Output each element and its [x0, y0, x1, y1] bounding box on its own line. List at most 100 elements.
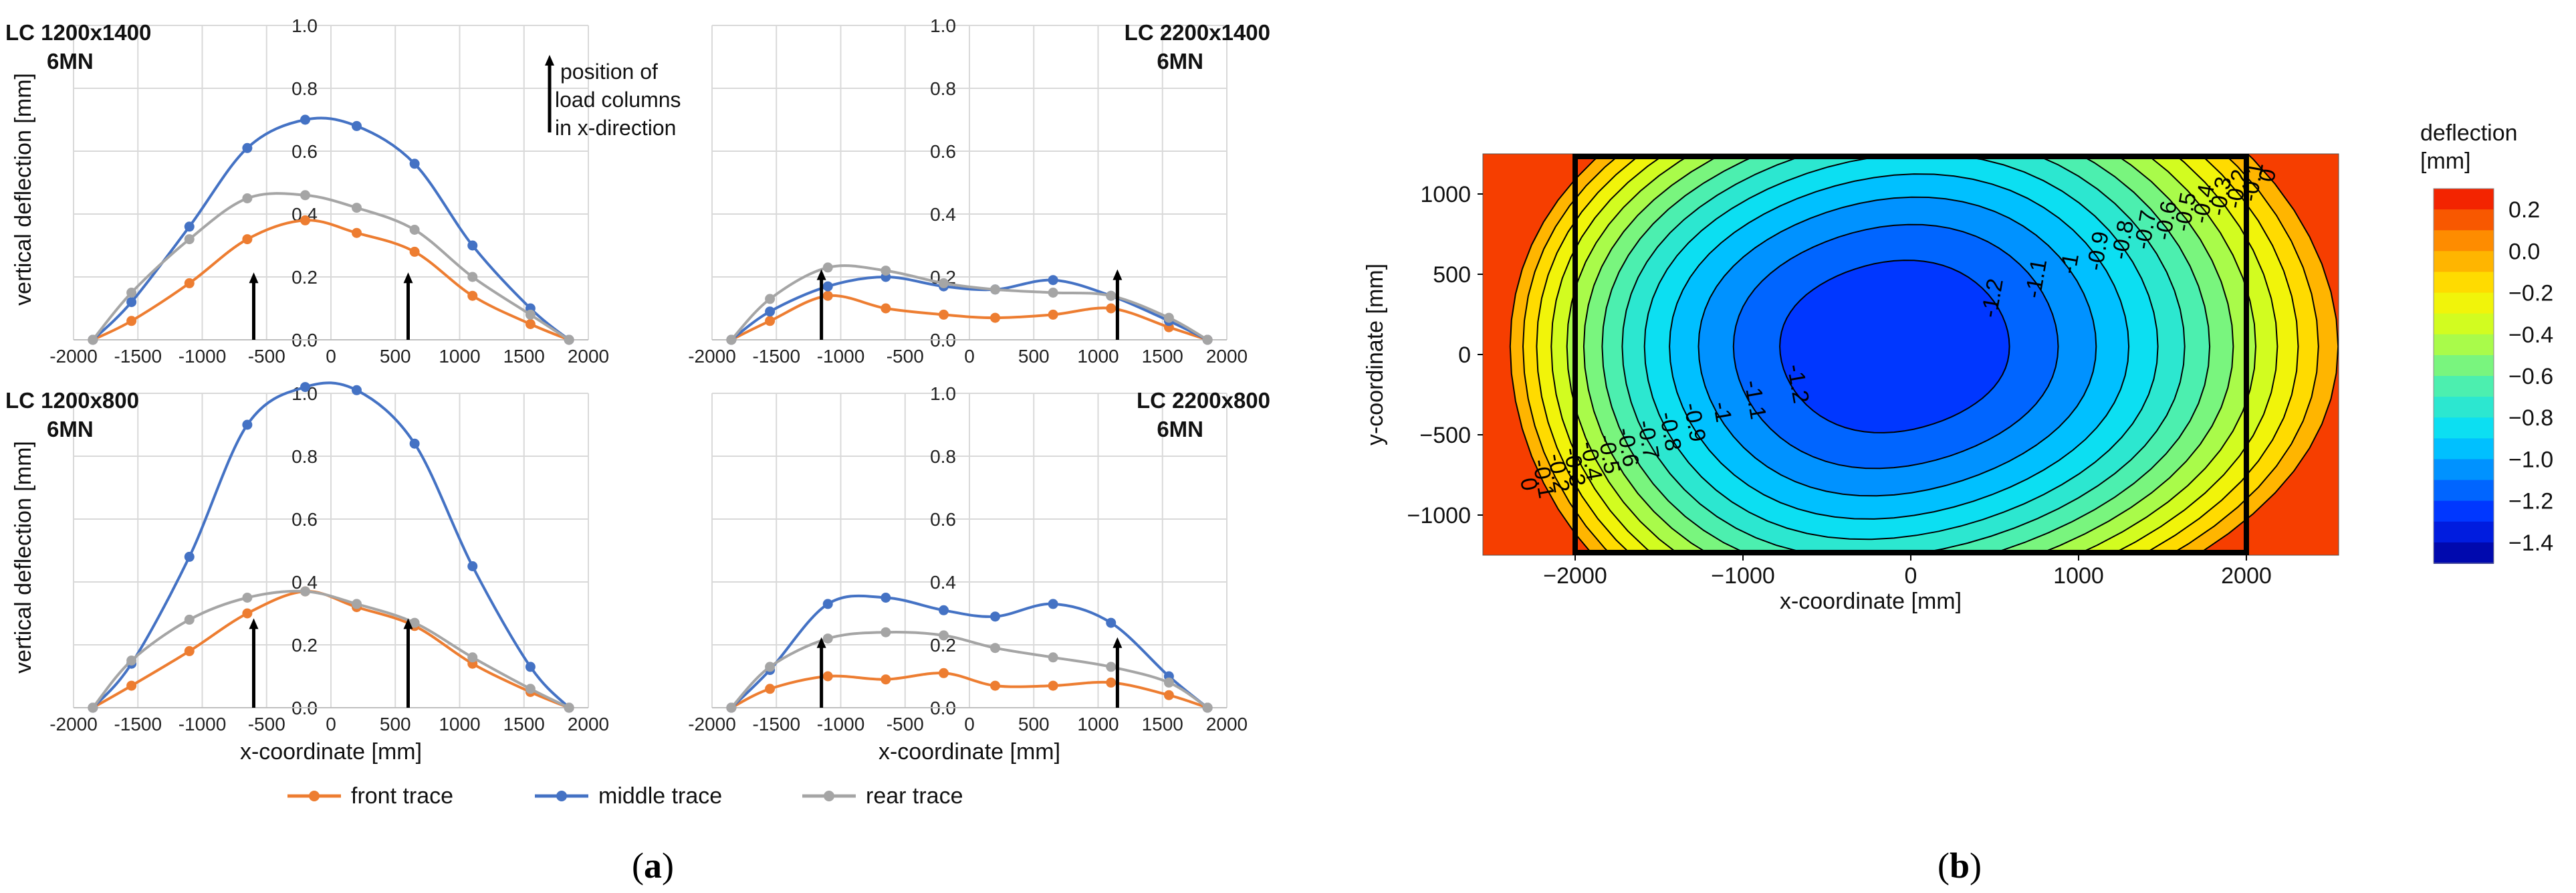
panel-b-contour-plot: 00-0.1-0.1-0.2-0.2-0.3-0.3-0.4-0.4-0.5-0… — [1363, 120, 2553, 614]
load-column-arrowhead-icon — [249, 272, 259, 284]
x-tick-label: 2000 — [2221, 563, 2272, 589]
data-point — [525, 684, 536, 694]
series-rear-trace — [726, 262, 1213, 345]
panel-a-line-charts: -2000 -1500 -1000 -500 0 500 1000 1500 20000.00.… — [5, 15, 1270, 765]
data-point — [1163, 312, 1174, 323]
line-chart-1: -2000 -1500 -1000 -500 0 500 1000 1500 20000.00.… — [5, 15, 609, 367]
data-point — [467, 290, 478, 301]
colorbar-border — [2433, 188, 2494, 564]
data-point — [184, 614, 195, 625]
x-tick-label: -1000 — [179, 346, 227, 367]
x-tick-label: -2000 — [49, 346, 98, 367]
y-tick-label: 0.8 — [930, 446, 956, 467]
x-tick-label: -500 — [887, 346, 924, 367]
data-point — [126, 656, 137, 666]
data-point — [726, 334, 737, 345]
data-point — [88, 702, 98, 713]
y-tick-label: 500 — [1433, 262, 1471, 288]
contour-line — [1601, 154, 2211, 555]
data-point — [242, 608, 253, 619]
y-tick-label: 0.8 — [930, 78, 956, 99]
y-tick-label: 0.4 — [930, 572, 956, 593]
data-point — [1106, 290, 1117, 301]
colorbar-tick-label: −1.2 — [2508, 489, 2553, 514]
data-point — [822, 290, 833, 301]
x-tick-label: -1500 — [752, 346, 800, 367]
colorbar-segment — [2434, 313, 2494, 335]
colorbar-title-line-2: [mm] — [2420, 148, 2471, 174]
colorbar-segment — [2434, 189, 2494, 211]
data-point — [409, 159, 420, 169]
series-line — [92, 381, 570, 709]
x-tick-label: 1000 — [439, 714, 480, 734]
contour-label: -1 — [2055, 252, 2084, 276]
y-tick-label: 0.4 — [930, 204, 956, 225]
x-tick-label: 500 — [380, 714, 411, 734]
colorbar-segment — [2434, 292, 2494, 314]
data-point — [409, 617, 420, 628]
contour-line — [1522, 154, 2319, 555]
annotation-arrowhead-icon — [545, 55, 554, 66]
data-point — [242, 593, 253, 603]
colorbar-tick-label: 0.0 — [2508, 239, 2540, 264]
data-point — [564, 334, 574, 345]
series-line — [730, 264, 1209, 341]
legend-label: rear trace — [866, 783, 963, 809]
x-tick-label: 1500 — [503, 346, 545, 367]
data-point — [467, 272, 478, 282]
data-point — [409, 246, 420, 257]
data-point — [1106, 303, 1117, 314]
y-tick-label: 0 — [1458, 342, 1471, 368]
data-point — [352, 599, 362, 609]
panel-title-line-1: LC 2200x800 — [1137, 388, 1270, 413]
contour-line — [1509, 154, 2339, 555]
x-tick-label: 1500 — [1142, 346, 1183, 367]
annotation-line-1: position of — [560, 60, 658, 84]
data-point — [881, 266, 891, 276]
data-point — [881, 303, 891, 314]
x-axis-label: x-coordinate [mm] — [240, 739, 422, 765]
x-tick-label: −1000 — [1711, 563, 1775, 589]
x-tick-label: 0 — [964, 346, 975, 367]
data-point — [1048, 275, 1058, 286]
data-point — [822, 671, 833, 682]
y-tick-label: 0.6 — [291, 141, 318, 162]
data-point — [990, 643, 1000, 654]
data-point — [409, 438, 420, 449]
line-chart-4: -2000 -1500 -1000 -500 0 500 1000 1500 20000.00.… — [688, 383, 1270, 765]
colorbar-segment — [2434, 230, 2494, 252]
data-point — [525, 319, 536, 329]
x-tick-label: -1500 — [752, 714, 800, 734]
y-axis-label: vertical deflection [mm] — [11, 73, 36, 306]
y-tick-label: −1000 — [1407, 503, 1472, 528]
panel-title-line-2: 6MN — [47, 417, 94, 441]
annotation-line-2: load columns — [555, 88, 681, 112]
data-point — [467, 652, 478, 663]
data-point — [352, 120, 362, 131]
data-point — [765, 316, 776, 326]
legend-item: middle trace — [535, 783, 722, 809]
data-point — [1048, 599, 1058, 609]
contour-line — [1583, 154, 2234, 555]
legend-marker-icon — [309, 791, 320, 801]
colorbar-tick-label: −0.6 — [2508, 364, 2553, 389]
legend-marker-icon — [824, 791, 834, 801]
x-tick-label: 1000 — [1077, 346, 1119, 367]
contour-axes: −2000 −1000 0 1000 200010005000−500−1000x-co… — [1363, 182, 2272, 614]
colorbar-segment — [2434, 376, 2494, 398]
y-tick-label: 0.8 — [291, 78, 318, 99]
colorbar-segment — [2434, 438, 2494, 460]
data-point — [184, 551, 195, 562]
data-point — [939, 630, 949, 641]
contour-label: -1 — [1708, 400, 1737, 424]
data-point — [184, 234, 195, 245]
colorbar-tick-label: −0.4 — [2508, 322, 2553, 348]
data-point — [822, 599, 833, 609]
data-point — [564, 702, 574, 713]
y-axis-label: y-coordinate [mm] — [1363, 264, 1388, 445]
data-point — [822, 633, 833, 644]
data-point — [1163, 690, 1174, 700]
colorbar-segment — [2434, 480, 2494, 502]
y-tick-label: 1.0 — [930, 383, 956, 404]
contour-line — [1643, 154, 2159, 540]
